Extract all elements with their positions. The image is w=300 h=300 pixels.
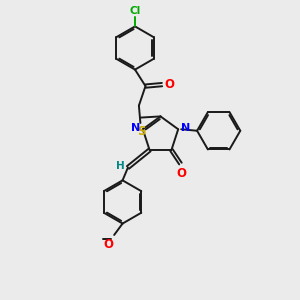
Text: O: O [176, 167, 186, 179]
Text: O: O [103, 238, 113, 251]
Text: N: N [181, 123, 190, 133]
Text: H: H [116, 161, 124, 171]
Text: Cl: Cl [129, 7, 141, 16]
Text: S: S [137, 125, 145, 138]
Text: O: O [164, 78, 174, 91]
Text: N: N [131, 123, 140, 133]
